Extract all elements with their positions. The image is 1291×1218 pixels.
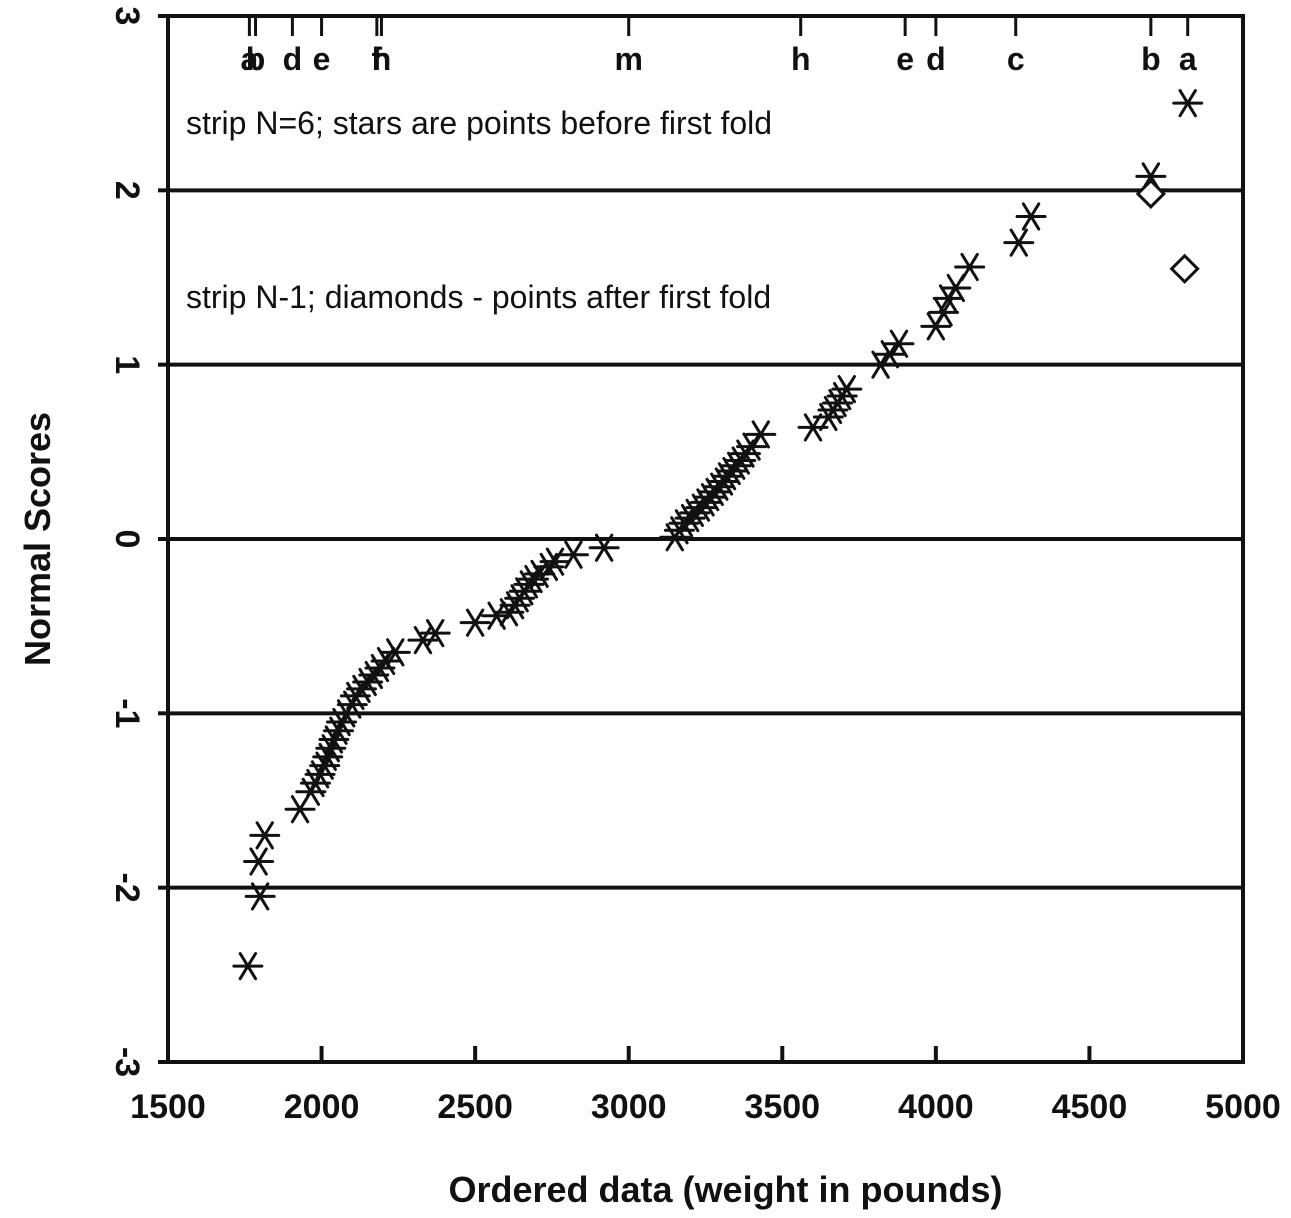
y-tick-label: 1: [108, 355, 146, 374]
star-point: [249, 821, 281, 850]
star-point: [588, 533, 620, 562]
letter-label: b: [1141, 41, 1161, 77]
letter-label: m: [614, 41, 642, 77]
letter-label: d: [926, 41, 946, 77]
letter-label: a: [240, 41, 258, 77]
x-tick-label: 3000: [591, 1088, 667, 1126]
star-point: [831, 374, 863, 404]
annotation-diamonds: strip N-1; diamonds - points after first…: [186, 279, 771, 315]
star-point: [284, 795, 316, 824]
star-point: [874, 340, 906, 369]
letter-label: a: [1179, 41, 1197, 77]
y-tick-label: -2: [108, 873, 146, 903]
y-tick-label: -1: [108, 698, 146, 728]
star-point: [883, 329, 915, 358]
x-axis-ticks: 1500 2000 2500 3000 3500 4000 4500 5000: [130, 1046, 1281, 1126]
y-axis-title: Normal Scores: [17, 412, 58, 666]
letter-value-markers: ab d e fh m h e d c b a: [240, 16, 1197, 77]
x-tick-label: 1500: [130, 1088, 206, 1126]
star-point: [419, 619, 451, 648]
letter-label: h: [791, 41, 811, 77]
star-point: [379, 638, 411, 667]
letter-label: e: [313, 41, 331, 77]
star-point: [244, 882, 276, 911]
star-point: [1172, 89, 1204, 118]
star-point: [1003, 228, 1035, 257]
star-point: [243, 847, 275, 876]
star-point: [928, 298, 960, 327]
star-point: [865, 350, 897, 379]
x-tick-label: 2500: [437, 1088, 513, 1126]
star-point: [557, 540, 589, 569]
y-tick-label: 0: [108, 530, 146, 549]
diamond-point: [1135, 178, 1166, 209]
letter-label: f: [372, 41, 383, 77]
letter-label: b: [246, 41, 266, 77]
x-tick-label: 4500: [1052, 1088, 1128, 1126]
x-tick-label: 5000: [1205, 1088, 1281, 1126]
y-axis-ticks: -3 -2 -1 0 1 2 3: [108, 7, 168, 1077]
x-tick-label: 2000: [284, 1088, 360, 1126]
star-point: [745, 420, 777, 449]
annotation-stars: strip N=6; stars are points before first…: [186, 105, 772, 141]
x-tick-label: 3500: [744, 1088, 820, 1126]
letter-label: h: [372, 41, 392, 77]
letter-label: e: [896, 41, 914, 77]
x-axis-title: Ordered data (weight in pounds): [448, 1169, 1002, 1210]
star-point: [954, 252, 986, 282]
star-point: [459, 608, 491, 637]
diamond-point: [1169, 253, 1200, 284]
x-tick-label: 4000: [898, 1088, 974, 1126]
star-point: [232, 952, 264, 981]
letter-label: c: [1007, 41, 1025, 77]
star-point: [1015, 202, 1047, 231]
y-tick-label: -3: [108, 1047, 146, 1077]
letter-label: d: [283, 41, 303, 77]
data-points: [232, 89, 1204, 981]
y-tick-label: 3: [108, 7, 146, 26]
y-tick-label: 2: [108, 181, 146, 200]
